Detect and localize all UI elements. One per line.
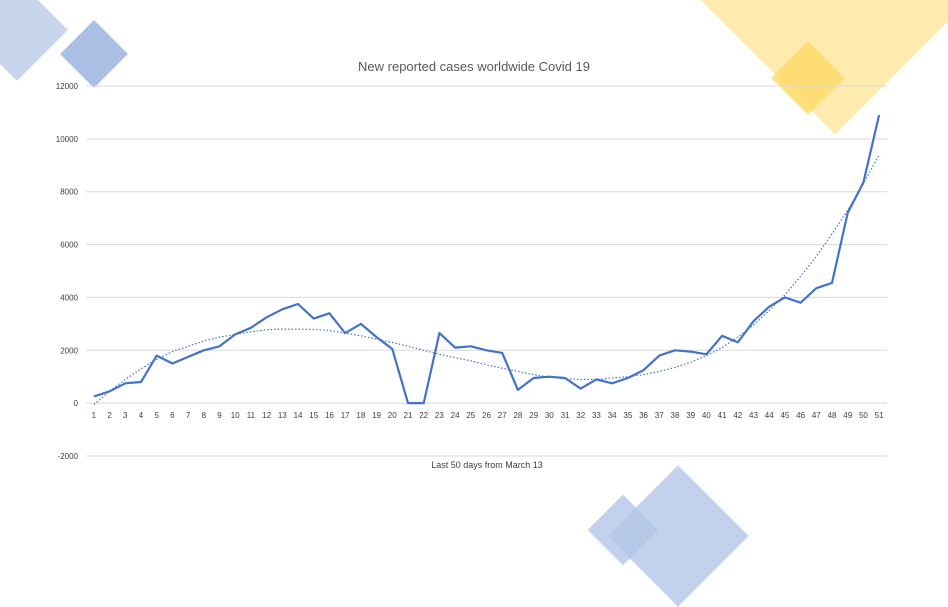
y-tick-label: 10000 bbox=[56, 135, 79, 144]
x-tick-label: 15 bbox=[309, 411, 318, 420]
x-tick-label: 20 bbox=[388, 411, 397, 420]
x-tick-label: 45 bbox=[780, 411, 789, 420]
x-tick-label: 17 bbox=[341, 411, 350, 420]
x-tick-label: 34 bbox=[608, 411, 617, 420]
y-tick-label: 2000 bbox=[60, 346, 78, 355]
x-tick-label: 32 bbox=[576, 411, 585, 420]
cases-series-line bbox=[93, 114, 881, 405]
x-tick-label: 9 bbox=[217, 411, 222, 420]
y-tick-label: 0 bbox=[74, 399, 79, 408]
x-tick-label: 8 bbox=[202, 411, 207, 420]
x-tick-label: 38 bbox=[671, 411, 680, 420]
x-tick-label: 13 bbox=[278, 411, 287, 420]
y-tick-label: 8000 bbox=[60, 188, 78, 197]
x-tick-label: 51 bbox=[875, 411, 884, 420]
x-tick-label: 37 bbox=[655, 411, 664, 420]
x-tick-label: 19 bbox=[372, 411, 381, 420]
x-tick-label: 16 bbox=[325, 411, 334, 420]
x-tick-label: 28 bbox=[513, 411, 522, 420]
x-tick-label: 10 bbox=[231, 411, 240, 420]
x-tick-label: 5 bbox=[154, 411, 159, 420]
x-tick-label: 26 bbox=[482, 411, 491, 420]
y-tick-label: 12000 bbox=[56, 82, 79, 91]
chart-gridlines bbox=[86, 85, 887, 457]
x-axis-title: Last 50 days from March 13 bbox=[431, 460, 543, 470]
x-tick-label: 50 bbox=[859, 411, 868, 420]
x-tick-label: 44 bbox=[765, 411, 774, 420]
x-tick-label: 39 bbox=[686, 411, 695, 420]
chart-series bbox=[93, 114, 881, 405]
line-chart: New reported cases worldwide Covid 19 -2… bbox=[56, 59, 887, 470]
x-tick-label: 31 bbox=[561, 411, 570, 420]
x-tick-label: 24 bbox=[451, 411, 460, 420]
x-tick-label: 14 bbox=[294, 411, 303, 420]
x-tick-label: 6 bbox=[170, 411, 175, 420]
x-tick-label: 29 bbox=[529, 411, 538, 420]
x-tick-label: 12 bbox=[262, 411, 271, 420]
x-tick-label: 4 bbox=[139, 411, 144, 420]
x-tick-label: 22 bbox=[419, 411, 428, 420]
x-tick-label: 49 bbox=[843, 411, 852, 420]
x-tick-label: 11 bbox=[247, 411, 256, 420]
y-tick-label: 4000 bbox=[60, 293, 78, 302]
x-tick-label: 2 bbox=[107, 411, 112, 420]
x-tick-label: 43 bbox=[749, 411, 758, 420]
x-tick-label: 42 bbox=[733, 411, 742, 420]
x-tick-label: 48 bbox=[828, 411, 837, 420]
x-tick-label: 25 bbox=[466, 411, 475, 420]
x-tick-label: 18 bbox=[356, 411, 365, 420]
x-axis-tick-labels: 1 2 3 4 5 6 7 8 9 10 11 12 13 14 15 16 17 18 19 20 21 22 23 24 2… bbox=[92, 411, 885, 420]
trendline-series bbox=[93, 154, 880, 405]
x-tick-label: 33 bbox=[592, 411, 601, 420]
x-tick-label: 35 bbox=[623, 411, 632, 420]
y-axis-tick-labels: -2000 0 2000 4000 6000 8000 10000 12000 bbox=[56, 82, 79, 461]
x-tick-label: 30 bbox=[545, 411, 554, 420]
x-tick-label: 41 bbox=[718, 411, 727, 420]
x-tick-label: 1 bbox=[92, 411, 97, 420]
chart-title: New reported cases worldwide Covid 19 bbox=[358, 59, 590, 74]
x-tick-label: 47 bbox=[812, 411, 821, 420]
x-tick-label: 7 bbox=[186, 411, 191, 420]
x-tick-label: 36 bbox=[639, 411, 648, 420]
y-tick-label: 6000 bbox=[60, 241, 78, 250]
y-tick-label: -2000 bbox=[58, 452, 79, 461]
x-tick-label: 3 bbox=[123, 411, 128, 420]
x-tick-label: 21 bbox=[404, 411, 413, 420]
x-tick-label: 23 bbox=[435, 411, 444, 420]
x-tick-label: 40 bbox=[702, 411, 711, 420]
x-tick-label: 27 bbox=[498, 411, 507, 420]
x-tick-label: 46 bbox=[796, 411, 805, 420]
